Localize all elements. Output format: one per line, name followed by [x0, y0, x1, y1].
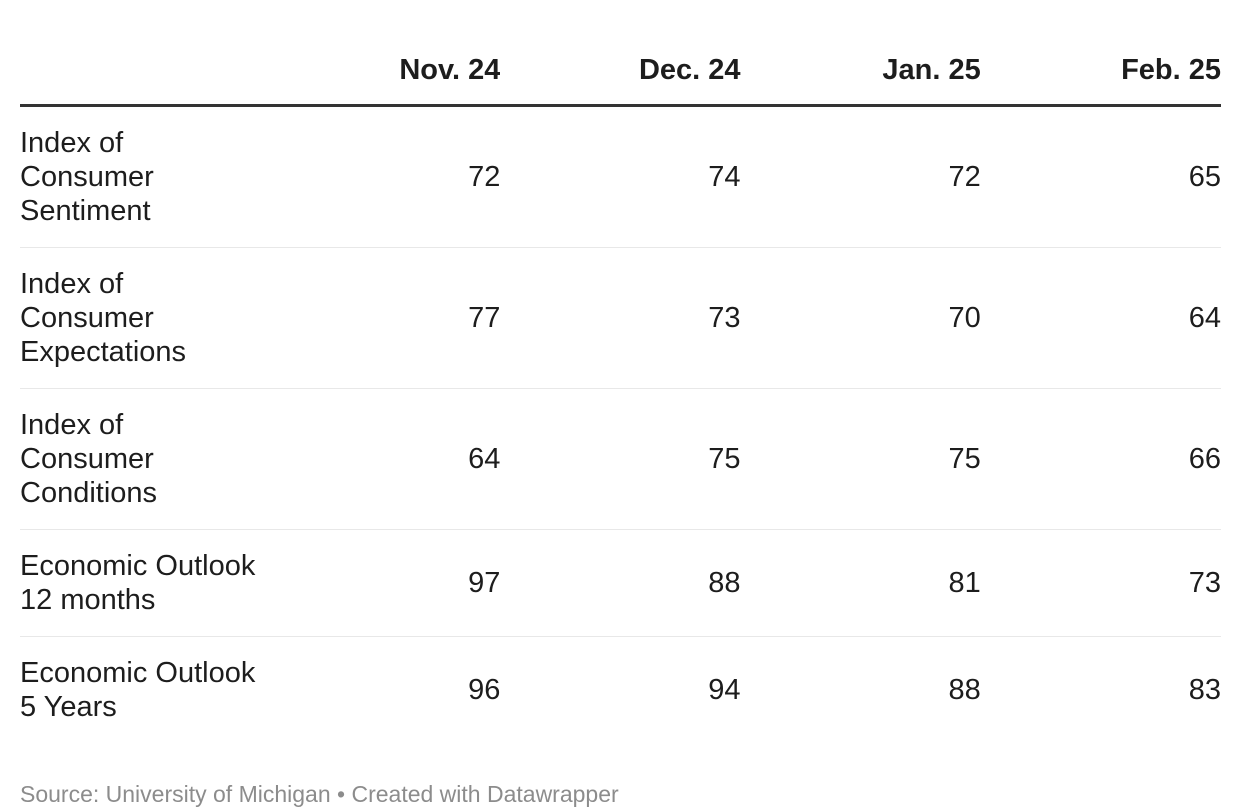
row-label-line2: Expectations	[20, 336, 187, 368]
attribution-prefix-label: Created with	[351, 781, 487, 807]
data-table: Nov. 24 Dec. 24 Jan. 25 Feb. 25 Index of…	[20, 0, 1221, 743]
row-label-line1: Index of Consumer	[20, 268, 154, 334]
row-label-line1: Economic Outlook	[20, 550, 256, 582]
table-row-consumer-conditions: Index of Consumer Conditions 64 75 75 66	[20, 388, 1221, 530]
row-label: Economic Outlook 5 Years	[20, 637, 260, 744]
table-row-economic-outlook-5-years: Economic Outlook 5 Years 96 94 88 83	[20, 637, 1221, 744]
row-label-line2: 5 Years	[20, 691, 117, 723]
source-link[interactable]: University of Michigan	[105, 781, 331, 807]
row-label: Index of Consumer Expectations	[20, 247, 261, 389]
chart-footer: Source: University of Michigan • Created…	[20, 780, 1221, 808]
cell-value: 70	[740, 247, 981, 389]
footer-separator: •	[330, 781, 352, 807]
cell-value: 73	[980, 529, 1221, 637]
column-header-dec-24: Dec. 24	[500, 0, 741, 107]
cell-value: 88	[500, 529, 741, 637]
table-body: Index of Consumer Sentiment 72 74 72 65 …	[20, 105, 1221, 744]
row-label-line2: 12 months	[20, 584, 156, 616]
row-label-line2: Sentiment	[20, 195, 151, 227]
cell-value: 77	[260, 247, 501, 389]
column-header-feb-25: Feb. 25	[980, 0, 1221, 107]
source-prefix-label: Source:	[20, 781, 106, 807]
column-header-nov-24: Nov. 24	[260, 0, 501, 107]
cell-value: 72	[260, 105, 501, 248]
column-header-empty	[20, 0, 261, 107]
cell-value: 81	[740, 529, 981, 637]
cell-value: 75	[740, 388, 981, 530]
table-row-economic-outlook-12-months: Economic Outlook 12 months 97 88 81 73	[20, 529, 1221, 637]
cell-value: 75	[500, 388, 741, 530]
row-label-line1: Index of Consumer	[20, 127, 154, 193]
cell-value: 94	[708, 674, 741, 706]
cell-value: 97	[260, 529, 501, 637]
cell-value: 65	[980, 105, 1221, 248]
cell-value: 72	[740, 105, 981, 248]
cell-value: 96	[468, 674, 501, 706]
row-label-line1: Economic Outlook	[20, 657, 256, 689]
datawrapper-link[interactable]: Datawrapper	[486, 781, 619, 807]
cell-value: 88	[948, 674, 981, 706]
cell-value: 74	[500, 105, 741, 248]
header-row: Nov. 24 Dec. 24 Jan. 25 Feb. 25	[20, 0, 1221, 107]
row-label: Index of Consumer Sentiment	[20, 105, 261, 248]
table-row-consumer-sentiment: Index of Consumer Sentiment 72 74 72 65	[20, 105, 1221, 248]
cell-value: 73	[500, 247, 741, 389]
cell-value: 83	[1188, 674, 1221, 706]
cell-value: 66	[980, 388, 1221, 530]
row-label: Economic Outlook 12 months	[20, 529, 261, 637]
cell-value: 64	[980, 247, 1221, 389]
cell-value: 64	[260, 388, 501, 530]
table-row-consumer-expectations: Index of Consumer Expectations 77 73 70 …	[20, 247, 1221, 389]
row-label-line1: Index of Consumer	[20, 409, 154, 475]
row-label-line2: Conditions	[20, 477, 158, 509]
table-header: Nov. 24 Dec. 24 Jan. 25 Feb. 25	[20, 0, 1221, 107]
column-header-jan-25: Jan. 25	[740, 0, 981, 107]
row-label: Index of Consumer Conditions	[20, 388, 261, 530]
